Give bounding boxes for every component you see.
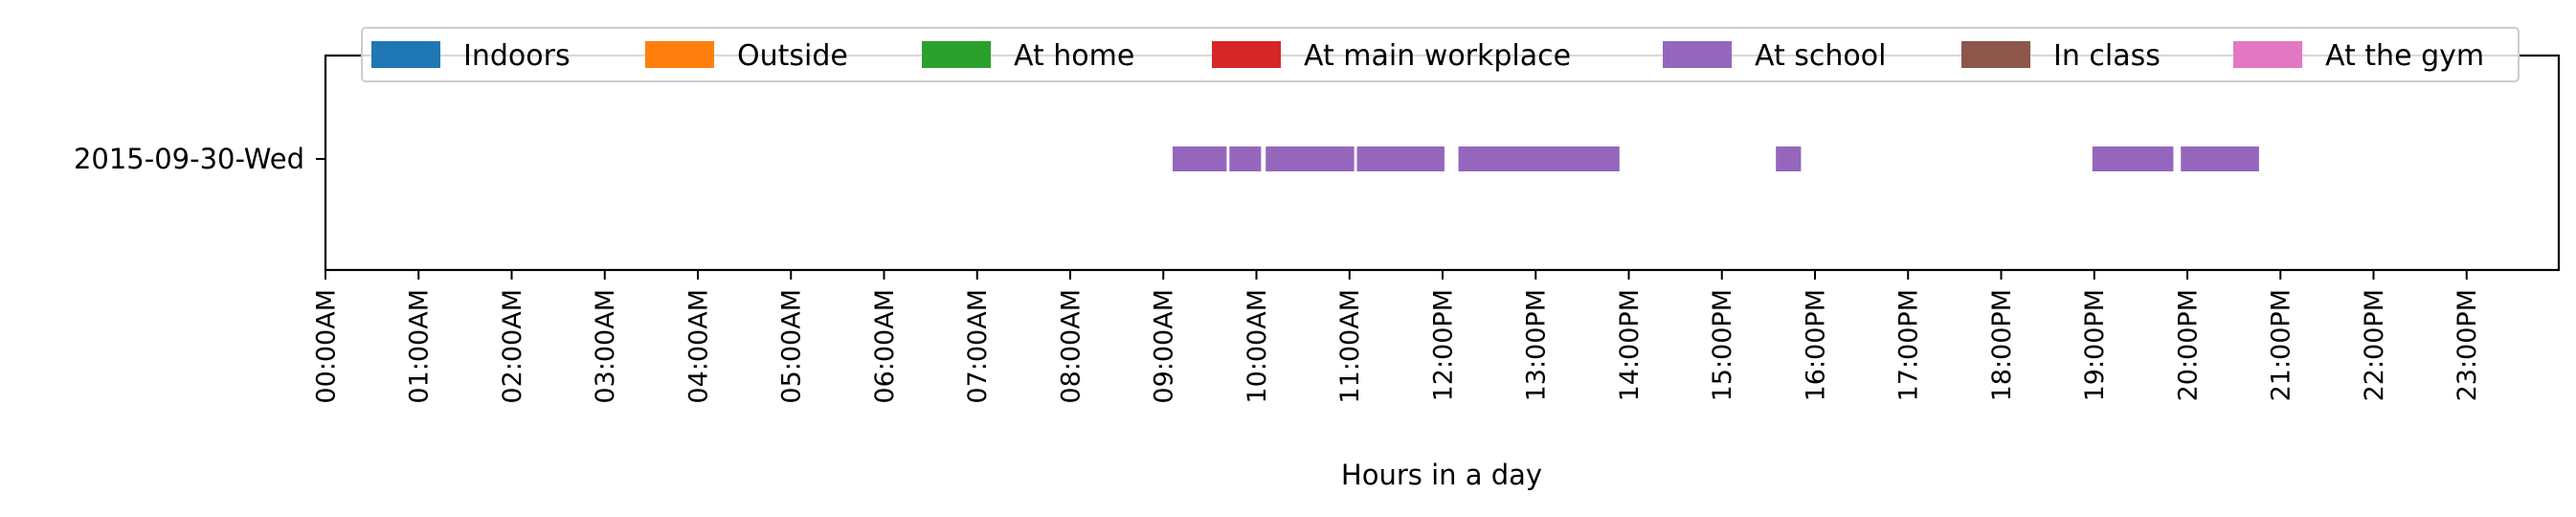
legend-label: In class — [2053, 39, 2161, 73]
x-tick-label: 00:00AM — [311, 289, 341, 404]
legend-label: At the gym — [2325, 39, 2484, 73]
x-tick-label: 17:00PM — [1894, 289, 1924, 401]
x-tick-label: 13:00PM — [1522, 289, 1552, 401]
x-tick-label: 18:00PM — [1987, 289, 2017, 401]
activity-bar — [1229, 146, 1262, 171]
legend-label: Indoors — [463, 39, 571, 73]
activity-bar — [1458, 146, 1620, 171]
x-tick-label: 07:00AM — [963, 289, 993, 404]
x-tick-label: 10:00AM — [1243, 289, 1272, 404]
legend-swatch — [1961, 41, 2030, 68]
x-tick-label: 08:00AM — [1056, 289, 1086, 404]
legend-label: At main workplace — [1304, 39, 1571, 73]
x-tick-label: 15:00PM — [1708, 289, 1737, 401]
x-tick-label: 04:00AM — [683, 289, 713, 404]
legend-swatch — [645, 41, 714, 68]
legend-label: Outside — [737, 39, 848, 73]
activity-bar — [1356, 146, 1445, 171]
legend-label: At home — [1014, 39, 1134, 73]
x-tick-label: 20:00PM — [2173, 289, 2203, 401]
x-axis-label: Hours in a day — [1341, 459, 1542, 491]
x-tick-label: 12:00PM — [1428, 289, 1458, 401]
x-tick-label: 23:00PM — [2453, 289, 2482, 401]
x-tick-label: 21:00PM — [2267, 289, 2296, 401]
x-tick-label: 11:00AM — [1335, 289, 1365, 404]
x-tick-label: 05:00AM — [777, 289, 807, 404]
x-tick-label: 01:00AM — [405, 289, 435, 404]
legend-swatch — [2233, 41, 2302, 68]
activity-bar — [2092, 146, 2174, 171]
legend-swatch — [1663, 41, 1732, 68]
legend-swatch — [1212, 41, 1281, 68]
legend-label: At school — [1755, 39, 1886, 73]
activity-bar — [1776, 146, 1802, 171]
x-tick-label: 02:00AM — [498, 289, 527, 404]
x-tick-label: 09:00AM — [1150, 289, 1179, 404]
x-tick-label: 22:00PM — [2360, 289, 2389, 401]
y-axis: 2015-09-30-Wed — [74, 143, 325, 175]
x-tick-label: 16:00PM — [1801, 289, 1830, 401]
x-tick-label: 03:00AM — [591, 289, 620, 404]
activity-bar — [2181, 146, 2259, 171]
x-tick-label: 14:00PM — [1615, 289, 1645, 401]
plot-bars — [1172, 146, 2259, 171]
legend-swatch — [922, 41, 991, 68]
y-tick-label: 2015-09-30-Wed — [74, 143, 304, 175]
activity-bar — [1266, 146, 1355, 171]
x-tick-label: 06:00AM — [870, 289, 900, 404]
legend: Indoors Outside At home At main workplace At… — [361, 27, 2520, 82]
x-tick-label: 19:00PM — [2080, 289, 2110, 401]
x-axis: 00:00AM 01:00AM 02:00AM 03:00AM 04:00AM 05:00… — [311, 270, 2482, 404]
activity-bar — [1172, 146, 1227, 171]
legend-swatch — [371, 41, 440, 68]
